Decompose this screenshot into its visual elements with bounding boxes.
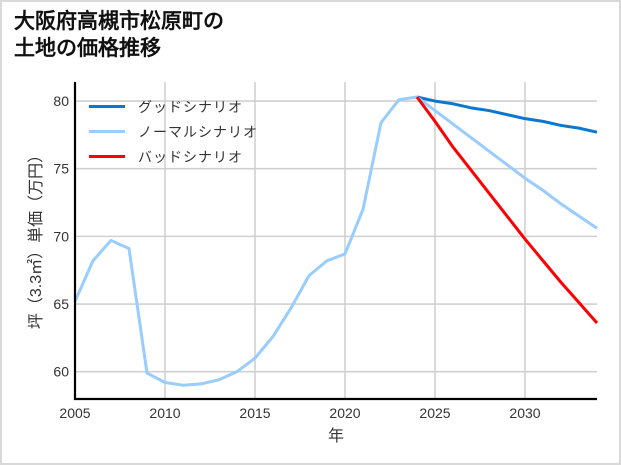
legend-swatch-good xyxy=(89,105,125,108)
y-tick-label: 70 xyxy=(53,228,69,244)
legend-item-normal: ノーマルシナリオ xyxy=(89,119,258,144)
y-tick-label: 60 xyxy=(53,364,69,380)
legend-swatch-normal xyxy=(89,130,125,133)
x-tick-label: 2005 xyxy=(59,405,90,421)
x-tick-label: 2020 xyxy=(329,405,360,421)
legend-item-good: グッドシナリオ xyxy=(89,94,258,119)
legend: グッドシナリオ ノーマルシナリオ バッドシナリオ xyxy=(89,94,258,169)
tick-labels: 2005 2010 2015 2020 2025 2030 60 65 70 75 80 xyxy=(53,93,540,421)
y-tick-label: 65 xyxy=(53,296,69,312)
legend-label-bad: バッドシナリオ xyxy=(138,148,243,165)
y-tick-label: 75 xyxy=(53,161,69,177)
legend-label-good: グッドシナリオ xyxy=(138,98,243,115)
y-tick-label: 80 xyxy=(53,93,69,109)
series-line-bad xyxy=(415,96,599,324)
x-tick-label: 2015 xyxy=(239,405,270,421)
x-tick-label: 2030 xyxy=(509,405,540,421)
chart-title: 大阪府高槻市松原町の 土地の価格推移 xyxy=(14,8,224,62)
series-lines xyxy=(73,95,599,387)
legend-label-normal: ノーマルシナリオ xyxy=(138,123,258,140)
x-axis-label: 年 xyxy=(327,428,344,445)
x-tick-label: 2010 xyxy=(149,405,180,421)
gridlines xyxy=(74,82,597,399)
series-line-normal xyxy=(73,95,598,387)
axes xyxy=(73,82,597,401)
chart-title-line-1: 大阪府高槻市松原町の xyxy=(14,10,224,33)
chart-title-line-2: 土地の価格推移 xyxy=(14,37,161,60)
legend-swatch-bad xyxy=(89,155,125,158)
legend-item-bad: バッドシナリオ xyxy=(89,144,258,169)
y-axis-label: 坪（3.3㎡）単価（万円） xyxy=(28,146,45,330)
x-tick-label: 2025 xyxy=(419,405,450,421)
series-line-good xyxy=(416,95,598,134)
